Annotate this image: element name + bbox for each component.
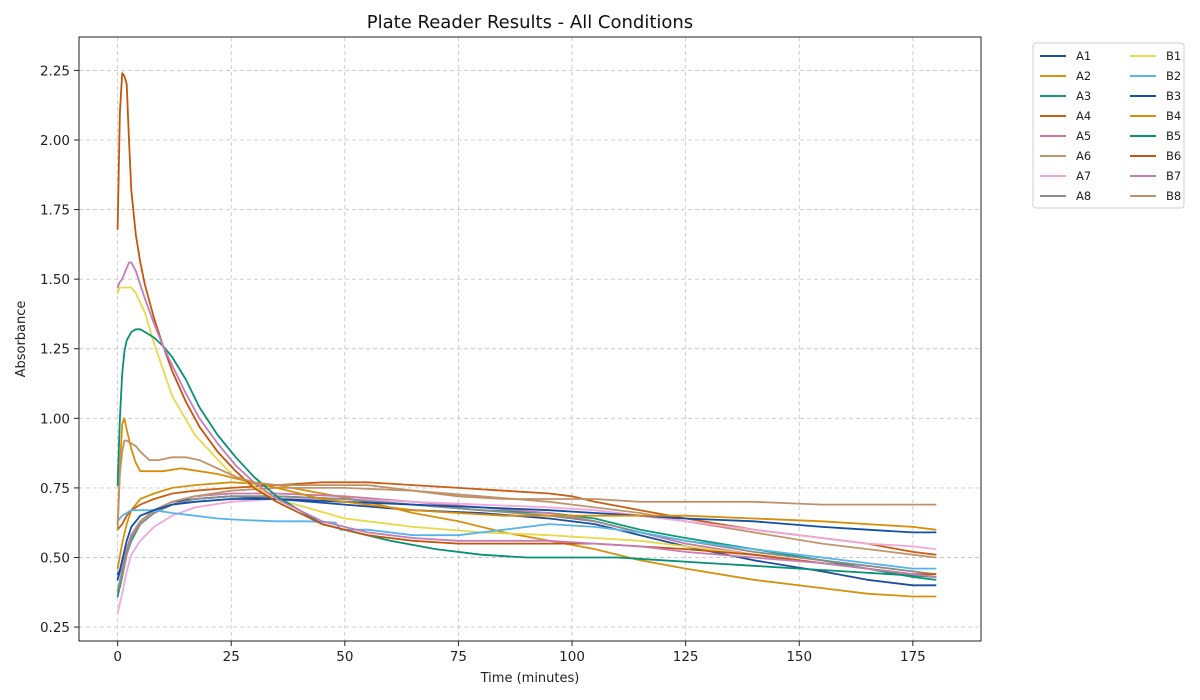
- legend-box: [1032, 42, 1185, 209]
- legend-label-b8: B8: [1166, 189, 1181, 203]
- legend-label-a2: A2: [1076, 69, 1091, 83]
- legend-label-b1: B1: [1166, 49, 1181, 63]
- y-tick-label: 2.25: [40, 63, 70, 79]
- x-tick-label: 50: [336, 649, 353, 665]
- y-tick-label: 1.00: [40, 411, 70, 427]
- series-lines: [116, 72, 937, 615]
- series-line-b5: [116, 328, 937, 578]
- y-tick-label: 0.50: [40, 550, 70, 566]
- x-axis-label: Time (minutes): [480, 671, 580, 686]
- legend-label-b6: B6: [1166, 149, 1181, 163]
- series-line-b7: [116, 261, 937, 578]
- y-axis-ticks: 0.25 0.50 0.75 1.00 1.25 1.50 1.75 2.00 2.25: [40, 63, 79, 636]
- series-line-b1: [116, 286, 937, 576]
- y-tick-label: 0.25: [40, 620, 70, 636]
- legend-label-a5: A5: [1076, 129, 1091, 143]
- grid: [79, 37, 981, 641]
- legend-label-a1: A1: [1076, 49, 1091, 63]
- series-line-b3: [116, 498, 937, 581]
- series-line-a7: [116, 498, 937, 615]
- x-tick-label: 125: [673, 649, 699, 665]
- legend-label-a7: A7: [1076, 169, 1091, 183]
- x-tick-label: 75: [450, 649, 467, 665]
- legend-label-a3: A3: [1076, 89, 1091, 103]
- y-tick-label: 0.75: [40, 481, 70, 497]
- legend-label-b5: B5: [1166, 129, 1181, 143]
- legend-label-a4: A4: [1076, 109, 1091, 123]
- legend-label-b3: B3: [1166, 89, 1181, 103]
- series-line-b6: [116, 72, 937, 576]
- legend: A1 A2 A3 A4 A5 A6 A7 A8 B1 B2 B3 B4 B5 B6 B7 B8: [1032, 42, 1185, 209]
- legend-label-b4: B4: [1166, 109, 1181, 123]
- series-line-b2: [116, 509, 937, 570]
- series-line-a8: [116, 495, 937, 592]
- y-tick-label: 1.25: [40, 342, 70, 358]
- x-axis-ticks: 0 25 50 75 100 125 150 175: [113, 641, 926, 665]
- x-tick-label: 175: [900, 649, 926, 665]
- legend-label-b7: B7: [1166, 169, 1181, 183]
- legend-label-a8: A8: [1076, 189, 1091, 203]
- x-tick-label: 0: [113, 649, 122, 665]
- chart-title: Plate Reader Results - All Conditions: [367, 12, 693, 33]
- plot-frame: [78, 36, 982, 642]
- y-tick-label: 2.00: [40, 133, 70, 149]
- x-tick-label: 25: [223, 649, 240, 665]
- x-tick-label: 150: [786, 649, 812, 665]
- y-axis-label: Absorbance: [14, 301, 29, 378]
- series-line-b8: [116, 439, 937, 531]
- y-tick-label: 1.50: [40, 272, 70, 288]
- legend-label-a6: A6: [1076, 149, 1091, 163]
- y-tick-label: 1.75: [40, 203, 70, 219]
- x-tick-label: 100: [559, 649, 585, 665]
- legend-label-b2: B2: [1166, 69, 1181, 83]
